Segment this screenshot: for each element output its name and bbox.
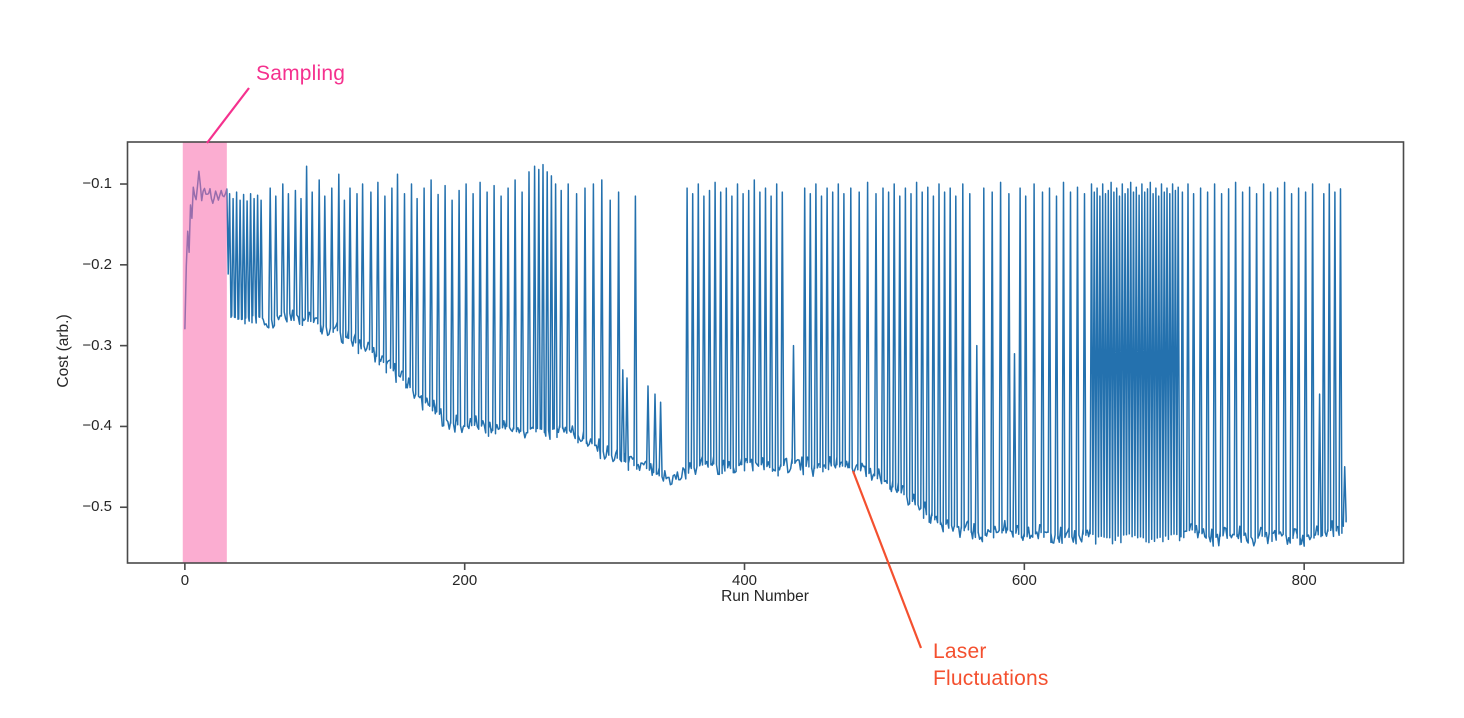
y-tick-label: −0.2 xyxy=(82,255,112,273)
y-tick-label: −0.5 xyxy=(82,498,112,516)
x-tick-label: 400 xyxy=(731,572,758,589)
y-tick-label: −0.1 xyxy=(82,175,112,193)
sampling-leader-line xyxy=(206,87,250,144)
x-tick-label: 600 xyxy=(1011,572,1037,589)
x-axis-title: Run Number xyxy=(721,588,809,605)
sampling-annotation: Sampling xyxy=(256,62,345,86)
x-tick-label: 0 xyxy=(180,572,190,589)
sampling-annotation-label: Sampling xyxy=(256,62,346,85)
y-tick-label: −0.3 xyxy=(82,336,112,354)
x-tick-label: 800 xyxy=(1291,572,1317,589)
x-tick-label: 200 xyxy=(452,572,478,589)
laser-annotation-line2: Fluctuations xyxy=(933,667,1049,690)
laser-fluctuations-annotation: Laser Fluctuations xyxy=(933,638,1049,692)
y-tick-label: −0.4 xyxy=(82,417,112,435)
laser-annotation-line1: Laser xyxy=(933,640,987,663)
axes-frame xyxy=(126,141,1405,564)
laser-leader-line xyxy=(851,470,923,649)
cost-series-line xyxy=(184,163,1347,547)
tick-marks xyxy=(120,183,1305,570)
sampling-region-highlight xyxy=(182,142,227,563)
